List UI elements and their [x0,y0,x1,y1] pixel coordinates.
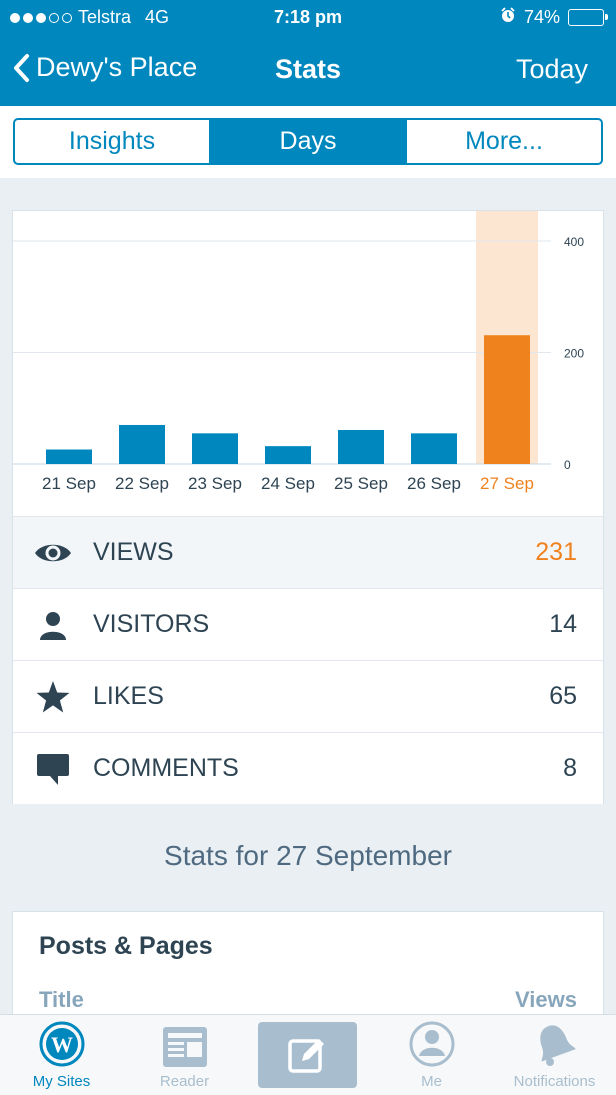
x-tick-label: 27 Sep [480,474,534,493]
back-button[interactable]: Dewy's Place [12,52,197,83]
stat-label: COMMENTS [93,754,239,782]
stat-label: VISITORS [93,610,210,638]
tab-label: Notifications [513,1073,596,1090]
chart-bar [119,424,165,464]
segment-bar: Insights Days More... [0,106,616,178]
stat-value: 8 [563,754,577,782]
comment-icon [13,752,93,786]
tab-label: My Sites [32,1073,91,1090]
reader-icon [162,1015,207,1067]
navigation-bar: Dewy's Place Stats Today [0,36,616,106]
bell-icon [533,1015,577,1067]
write-post-button[interactable] [258,1022,357,1088]
battery-icon [568,9,608,26]
chart-bar [46,449,92,464]
chevron-left-icon [14,53,29,82]
stat-value: 65 [549,682,577,710]
status-bar: Telstra 4G 7:18 pm 74% [0,0,616,36]
x-tick-label: 24 Sep [261,474,315,493]
clock: 7:18 pm [273,7,343,27]
posts-pages-card: Posts & Pages Title Views [12,911,604,1031]
chart-bar [338,429,384,464]
period-segmented-control: Insights Days More... [13,118,603,165]
segment-insights[interactable]: Insights [15,120,211,163]
tab-notifications[interactable]: Notifications [493,1015,616,1095]
star-icon [13,680,93,713]
stat-row-likes[interactable]: LIKES 65 [13,660,603,732]
stat-label: LIKES [93,682,164,710]
person-icon [13,610,93,640]
network-type: 4G [145,7,170,27]
signal-icon [10,12,72,23]
chart-bar [192,433,238,464]
carrier-info: Telstra 4G [10,7,169,28]
stat-row-comments[interactable]: COMMENTS 8 [13,732,603,804]
stat-label: VIEWS [93,538,174,566]
eye-icon [13,541,93,565]
tab-me[interactable]: Me [370,1015,493,1095]
segment-days[interactable]: Days [211,120,407,163]
svg-text:W: W [51,1032,73,1057]
stat-value: 14 [549,610,577,638]
me-icon [409,1015,455,1067]
x-tick-label: 22 Sep [115,474,169,493]
column-views-header: Views [515,987,577,1012]
stat-value: 231 [535,538,577,566]
tab-label: Me [421,1073,442,1090]
back-label: Dewy's Place [36,52,198,82]
y-tick-label: 0 [564,458,571,472]
alarm-icon [500,7,516,28]
tab-label: Reader [159,1073,210,1090]
posts-pages-title: Posts & Pages [39,932,213,960]
battery-percent: 74% [523,7,560,27]
today-button[interactable]: Today [515,54,588,84]
y-tick-label: 200 [564,347,584,361]
column-title-header: Title [39,987,84,1012]
chart-bar [484,335,530,464]
stat-row-views[interactable]: VIEWS 231 [13,516,603,588]
stat-row-visitors[interactable]: VISITORS 14 [13,588,603,660]
stats-card: 0 200 400 21 Sep 22 Sep 23 Sep 24 Sep 25 Sep 26 … [12,210,604,804]
tab-bar: W My Sites Reader Me Notifications [0,1014,616,1095]
carrier-name: Telstra [78,7,132,27]
x-tick-label: 21 Sep [42,474,96,493]
chart-bar [265,446,311,464]
views-bar-chart: 0 200 400 21 Sep 22 Sep 23 Sep 24 Sep 25 Sep 26 … [13,211,584,493]
x-tick-label: 23 Sep [188,474,242,493]
y-tick-label: 400 [564,235,584,249]
chart-bar [411,433,457,464]
x-tick-label: 25 Sep [334,474,388,493]
tab-reader[interactable]: Reader [123,1015,246,1095]
write-icon [287,1039,324,1073]
wordpress-icon: W [39,1015,85,1067]
segment-more[interactable]: More... [465,127,543,155]
x-tick-label: 26 Sep [407,474,461,493]
tab-my-sites[interactable]: W My Sites [0,1015,123,1095]
stats-for-heading: Stats for 27 September [164,840,452,871]
